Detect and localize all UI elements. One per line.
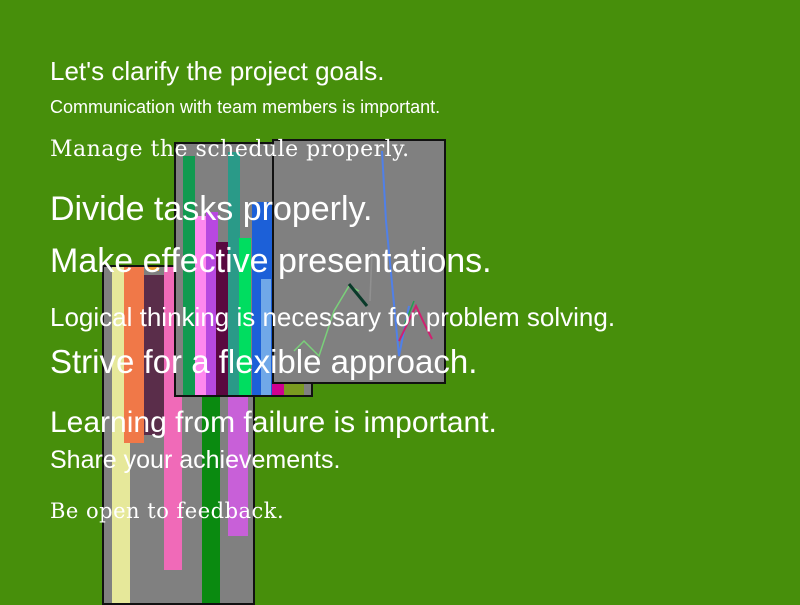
panel-b-bar [228,152,240,395]
panel-c-line [347,283,369,307]
line-flexible-approach: Strive for a flexible approach. [50,343,478,380]
panel-b-bar [239,238,251,395]
panel-b-bar [183,156,195,395]
line-learning-failure: Learning from failure is important. [50,406,497,439]
line-logical-thinking: Logical thinking is necessary for proble… [50,302,616,332]
panel-a-bar [124,267,144,443]
panel-b-bar [195,216,206,395]
panel-b-bar [216,242,228,395]
panel-a-bar [144,275,164,435]
panel-c-lines [293,150,433,358]
panel-b-bar [261,279,271,395]
panel-b-bar [206,212,218,395]
line-divide-tasks: Divide tasks properly. [50,190,373,228]
line-presentations: Make effective presentations. [50,242,492,280]
decorative-panel-c [272,139,446,384]
panel-c-line [398,303,433,342]
panel-a-bar [147,267,159,271]
line-open-feedback: Be open to feedback. [50,499,285,523]
line-manage-schedule: Manage the schedule properly. [50,137,410,162]
line-communication: Communication with team members is impor… [50,97,441,117]
panel-c-line [403,300,415,327]
line-share-achievements: Share your achievements. [50,446,341,474]
panel-c-line [369,250,373,302]
line-clarify-goals: Let's clarify the project goals. [50,56,385,86]
